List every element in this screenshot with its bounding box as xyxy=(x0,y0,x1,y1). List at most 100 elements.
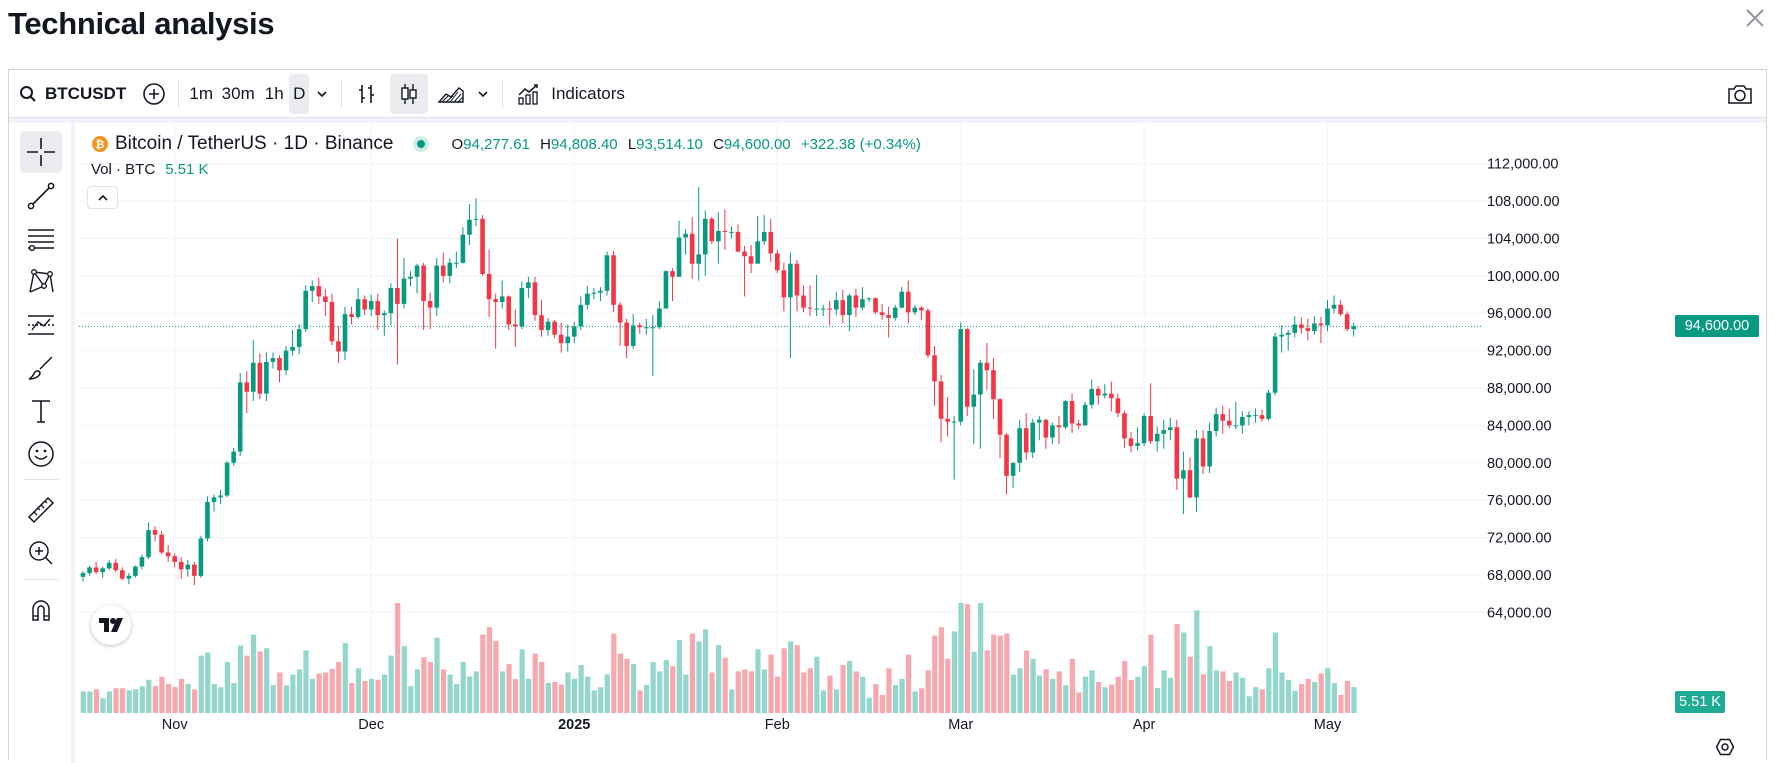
candle-body xyxy=(585,293,590,305)
candle-body xyxy=(1325,308,1330,326)
candle-body xyxy=(165,552,171,557)
screenshot-button[interactable] xyxy=(1720,74,1760,114)
candle-body xyxy=(1266,392,1271,419)
candle-body xyxy=(545,321,551,331)
price-chart[interactable]: 112,000.00 108,000.00 104,000.00 100,000.00… xyxy=(79,123,1765,761)
candle-body xyxy=(1351,326,1356,330)
candle-body xyxy=(709,218,715,242)
volume-bar xyxy=(1253,687,1259,713)
volume-tag: 5.51 K xyxy=(1675,691,1725,713)
chart-type-dropdown-button[interactable] xyxy=(470,74,496,114)
interval-1m[interactable]: 1m xyxy=(189,83,214,103)
volume-bar xyxy=(427,661,434,713)
volume-bar xyxy=(355,668,361,713)
candle-body xyxy=(368,301,374,310)
compare-symbol-button[interactable] xyxy=(136,74,172,114)
price-axis-tick: 80,000.00 xyxy=(1487,456,1552,472)
candle-body xyxy=(218,495,223,498)
price-axis-tick: 84,000.00 xyxy=(1487,418,1552,434)
interval-1h[interactable]: 1h xyxy=(264,83,284,103)
volume-bar xyxy=(1292,690,1298,713)
fib-tool-button[interactable] xyxy=(20,218,62,260)
collapse-legend-button[interactable] xyxy=(87,186,118,209)
candle-body xyxy=(919,307,924,311)
volume-bar xyxy=(146,679,152,713)
interval-d[interactable]: D xyxy=(289,73,310,114)
volume-bar xyxy=(997,635,1003,713)
volume-bar xyxy=(833,689,840,713)
chart-pane[interactable]: 112,000.00 108,000.00 104,000.00 100,000.00… xyxy=(79,123,1765,761)
emoji-tool-button[interactable] xyxy=(20,433,62,475)
candle-body xyxy=(1240,416,1245,426)
volume-bar xyxy=(899,678,905,713)
volume-bar xyxy=(1279,672,1285,713)
candle-body xyxy=(1318,323,1324,326)
volume-bar xyxy=(290,674,296,713)
top-toolbar: BTCUSDT 1m 30m 1h D Indicators xyxy=(9,70,1766,118)
candle-body xyxy=(1017,428,1022,463)
pattern-tool-button[interactable] xyxy=(20,261,62,303)
volume-bar xyxy=(1056,671,1062,713)
legend-exchange: Binance xyxy=(324,133,394,154)
drawing-toolbar xyxy=(9,123,75,763)
candle-body xyxy=(578,304,584,327)
volume-bar xyxy=(565,672,571,713)
volume-bar xyxy=(408,686,414,713)
indicators-button[interactable]: Indicators xyxy=(509,74,633,114)
candle-body xyxy=(558,334,564,344)
volume-bar xyxy=(152,686,158,713)
crosshair-tool-button[interactable] xyxy=(20,131,62,173)
volume-bar xyxy=(486,627,492,713)
price-axis-tick: 76,000.00 xyxy=(1487,493,1552,509)
candle-body xyxy=(316,286,322,297)
symbol-legend: ₿ Bitcoin / TetherUS · 1D · Binance O94,… xyxy=(91,133,921,155)
candle-body xyxy=(1285,332,1291,335)
volume-bar xyxy=(499,671,506,713)
volume-bar xyxy=(781,648,787,713)
candles-chart-type-button[interactable] xyxy=(390,73,429,114)
candle-body xyxy=(637,325,643,328)
volume-bar xyxy=(493,640,499,713)
volume-bar xyxy=(1004,633,1010,713)
legend-symbol-name: Bitcoin xyxy=(115,133,173,154)
candle-body xyxy=(440,265,446,276)
candle-body xyxy=(388,287,394,314)
interval-30m[interactable]: 30m xyxy=(221,83,255,103)
volume-bar xyxy=(414,669,420,713)
symbol-search-button[interactable]: BTCUSDT xyxy=(9,74,136,114)
candle-body xyxy=(722,230,728,232)
volume-bar xyxy=(1135,676,1141,713)
candle-body xyxy=(1128,438,1134,446)
forecast-tool-button[interactable] xyxy=(20,304,62,346)
candle-body xyxy=(1168,427,1173,431)
interval-dropdown-button[interactable] xyxy=(309,74,335,114)
bars-chart-type-button[interactable] xyxy=(348,74,386,114)
candle-body xyxy=(1233,425,1239,427)
volume-bar xyxy=(860,676,866,713)
tradingview-logo[interactable] xyxy=(91,605,131,645)
volume-bar xyxy=(1069,658,1075,713)
volume-bar xyxy=(205,652,211,713)
brush-tool-button[interactable] xyxy=(20,347,62,389)
volume-bar xyxy=(1233,672,1239,713)
magnet-tool-button[interactable] xyxy=(20,589,62,631)
close-button[interactable] xyxy=(1741,4,1769,32)
candle-body xyxy=(971,394,977,407)
chart-settings-button[interactable] xyxy=(1713,735,1737,759)
candle-body xyxy=(1312,323,1317,331)
zoom-tool-button[interactable] xyxy=(20,532,62,574)
measure-tool-button[interactable] xyxy=(20,489,62,531)
candle-body xyxy=(198,538,204,576)
candle-body xyxy=(657,308,662,328)
candle-body xyxy=(735,231,741,252)
volume-bar xyxy=(440,669,447,713)
candle-body xyxy=(303,290,308,330)
settings-hex-icon xyxy=(1715,738,1735,756)
text-tool-button[interactable] xyxy=(20,390,62,432)
candle-body xyxy=(552,321,557,335)
volume-bar xyxy=(716,645,722,713)
text-icon xyxy=(32,400,50,423)
trend-line-tool-button[interactable] xyxy=(20,175,62,217)
volume-bar xyxy=(80,691,86,713)
area-chart-type-button[interactable] xyxy=(432,74,470,114)
